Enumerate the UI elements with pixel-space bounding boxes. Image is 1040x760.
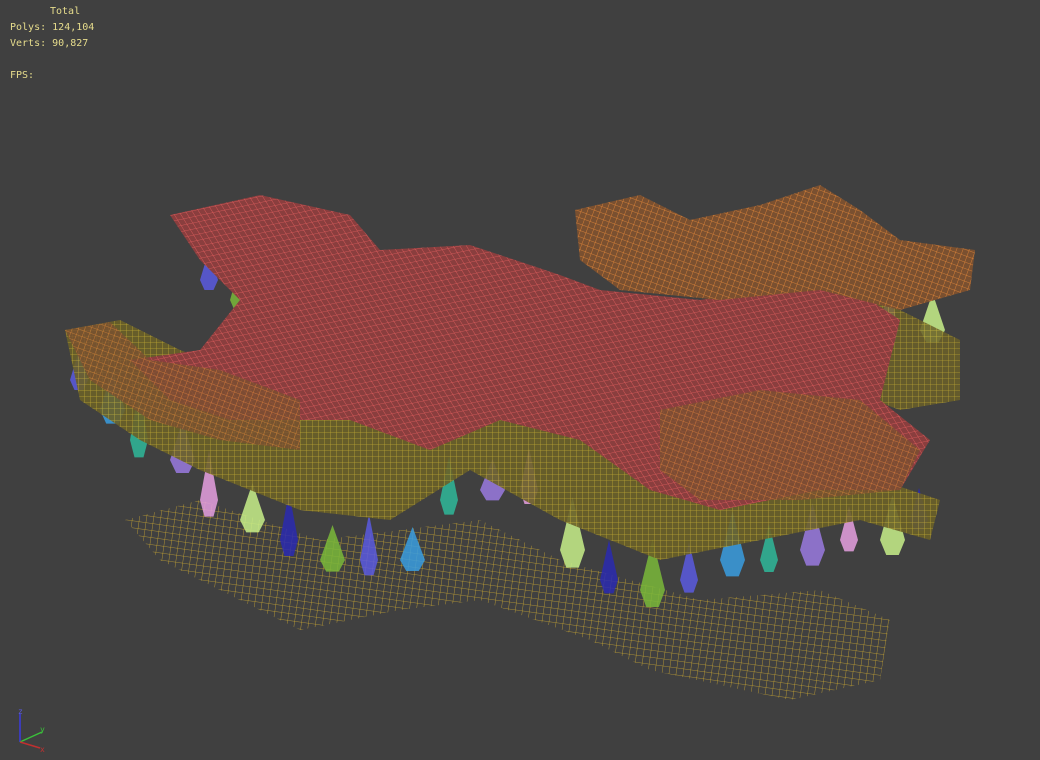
base-mesh	[125, 500, 890, 700]
verts-label: Verts:	[10, 38, 47, 49]
y-axis	[19, 731, 43, 743]
crystal-mesh	[840, 506, 858, 552]
y-label: y	[40, 725, 45, 734]
crystal-mesh	[640, 539, 665, 607]
stats-title: Total	[50, 6, 81, 17]
crystal-mesh	[280, 492, 298, 556]
crystal-mesh	[200, 250, 218, 290]
crystal-mesh	[440, 456, 458, 515]
z-label: z	[18, 708, 23, 716]
x-label: x	[40, 745, 45, 752]
verts-value: 90,827	[52, 38, 89, 49]
crystal-mesh	[600, 540, 618, 594]
crystal-mesh	[320, 525, 345, 572]
axis-gizmo: z y x	[18, 708, 45, 752]
crystal-mesh	[800, 503, 825, 566]
crystal-mesh	[680, 542, 698, 593]
polys-row: Polys: 124,104	[10, 20, 94, 36]
x-axis	[19, 741, 41, 749]
crystal-mesh	[200, 450, 218, 517]
crystal-mesh	[560, 497, 585, 568]
verts-row: Verts: 90,827	[10, 36, 94, 52]
polys-label: Polys:	[10, 22, 47, 33]
polys-value: 124,104	[52, 22, 95, 33]
top-mesh	[65, 185, 975, 510]
fps-label: FPS:	[10, 70, 35, 81]
crystal-mesh	[240, 483, 265, 533]
viewport-stats: Total Polys: 124,104 Verts: 90,827 FPS:	[10, 4, 94, 84]
crystal-mesh	[360, 514, 378, 576]
crystal-mesh	[760, 524, 778, 572]
crystal-mesh	[400, 527, 425, 571]
